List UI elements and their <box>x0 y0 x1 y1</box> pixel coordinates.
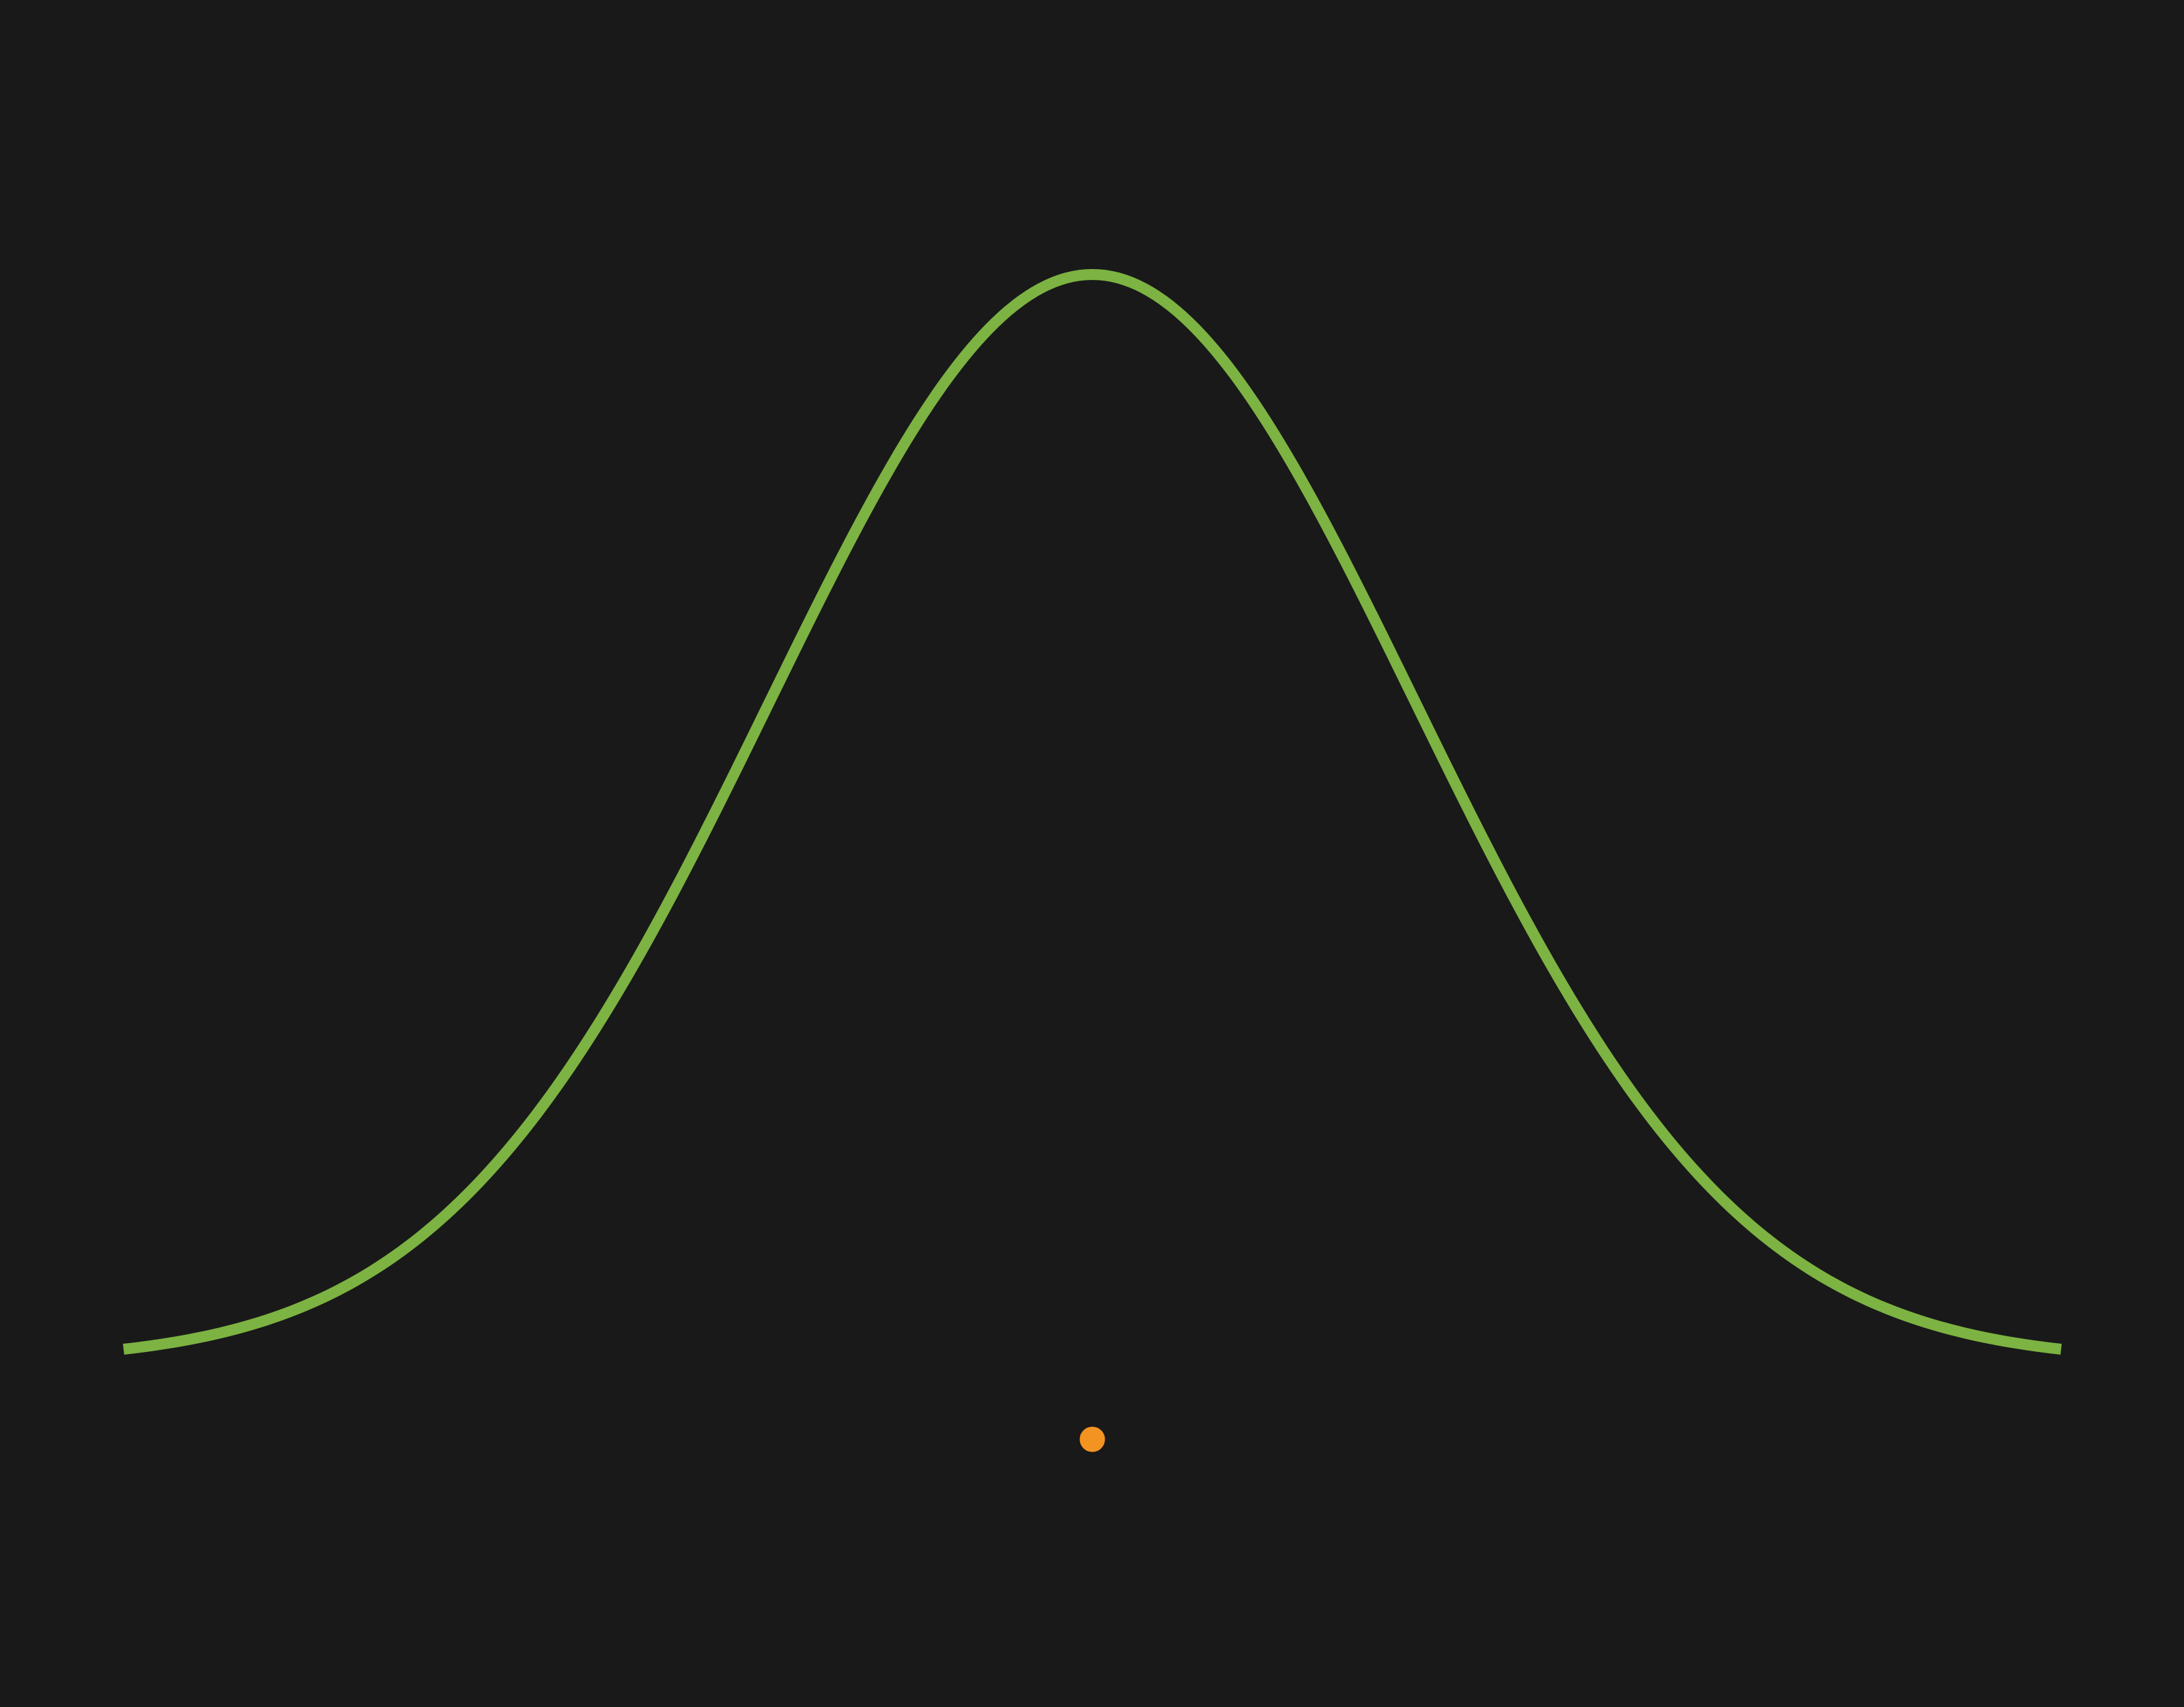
points-layer <box>1077 1424 1107 1454</box>
data-point-0 <box>1077 1424 1107 1454</box>
series-line-0 <box>123 269 2062 1355</box>
series-layer <box>123 269 2062 1355</box>
